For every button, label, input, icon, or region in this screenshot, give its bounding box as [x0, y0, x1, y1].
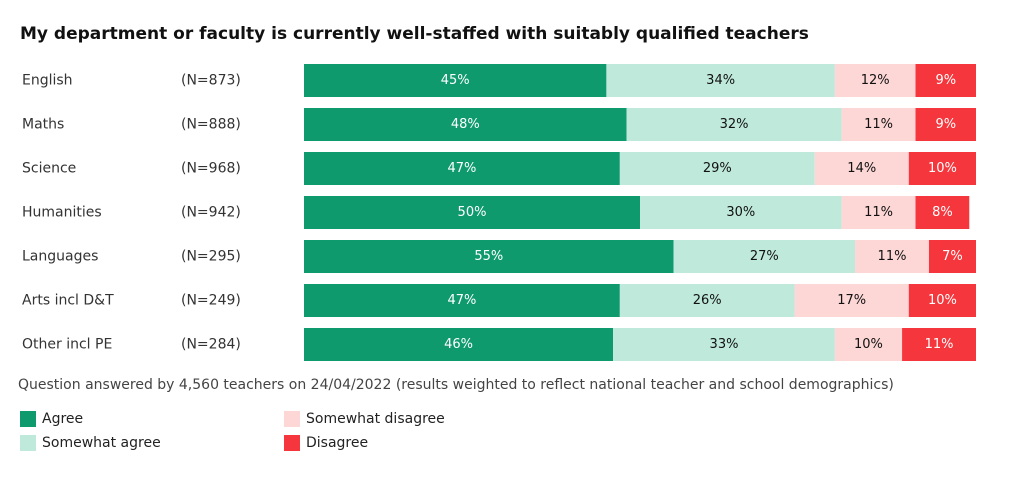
bar-segment	[902, 328, 976, 361]
value-label: 45%	[441, 73, 470, 88]
bar-segment	[673, 240, 856, 273]
value-label: 34%	[706, 73, 735, 88]
value-label: 46%	[444, 337, 473, 352]
value-label: 9%	[935, 117, 956, 132]
legend-label: Disagree	[306, 435, 368, 451]
bar-segment	[304, 196, 640, 229]
legend-label: Agree	[42, 411, 83, 427]
value-label: 26%	[693, 293, 722, 308]
value-label: 7%	[942, 249, 963, 264]
value-label: 32%	[720, 117, 749, 132]
category-label: Languages	[22, 249, 98, 265]
bar-segment	[606, 64, 835, 97]
n-label: (N=888)	[181, 117, 241, 133]
chart-title: My department or faculty is currently we…	[20, 24, 809, 44]
value-label: 50%	[458, 205, 487, 220]
bar-segment	[304, 328, 614, 361]
value-label: 47%	[447, 161, 476, 176]
bar-segment	[908, 152, 976, 185]
legend-swatch	[284, 411, 300, 427]
value-label: 30%	[726, 205, 755, 220]
bar-segment	[613, 328, 835, 361]
value-label: 11%	[864, 117, 893, 132]
value-label: 55%	[474, 249, 503, 264]
n-label: (N=284)	[181, 337, 241, 353]
value-label: 48%	[451, 117, 480, 132]
bar-segment	[908, 284, 976, 317]
category-label: Maths	[22, 117, 64, 133]
n-label: (N=968)	[181, 161, 241, 177]
bar-segment	[304, 108, 627, 141]
bar-segment	[794, 284, 909, 317]
n-label: (N=295)	[181, 249, 241, 265]
bar-segment	[619, 284, 795, 317]
value-label: 47%	[447, 293, 476, 308]
n-label: (N=249)	[181, 293, 241, 309]
category-label: English	[22, 73, 73, 89]
footnote: Question answered by 4,560 teachers on 2…	[18, 377, 894, 393]
category-label: Humanities	[22, 205, 102, 221]
bar-segment	[841, 108, 916, 141]
bar-segment	[626, 108, 842, 141]
bar-segment	[834, 328, 903, 361]
category-label: Arts incl D&T	[22, 293, 114, 309]
bar-segment	[915, 108, 976, 141]
category-label: Science	[22, 161, 76, 177]
value-label: 11%	[925, 337, 954, 352]
bar-segment	[834, 64, 916, 97]
bar-segment	[814, 152, 909, 185]
bar-segment	[304, 284, 620, 317]
n-label: (N=873)	[181, 73, 241, 89]
n-label: (N=942)	[181, 205, 241, 221]
value-label: 10%	[854, 337, 883, 352]
bar-segment	[841, 196, 916, 229]
bar-segment	[304, 152, 620, 185]
value-label: 27%	[750, 249, 779, 264]
bar-segment	[640, 196, 842, 229]
value-label: 17%	[837, 293, 866, 308]
value-label: 33%	[710, 337, 739, 352]
bar-segment	[915, 64, 976, 97]
category-label: Other incl PE	[22, 337, 112, 353]
value-label: 11%	[864, 205, 893, 220]
value-label: 9%	[935, 73, 956, 88]
value-label: 29%	[703, 161, 732, 176]
bar-segment	[855, 240, 929, 273]
value-label: 14%	[847, 161, 876, 176]
bar-segment	[928, 240, 976, 273]
value-label: 10%	[928, 293, 957, 308]
bar-segment	[619, 152, 815, 185]
legend-swatch	[20, 435, 36, 451]
legend-label: Somewhat agree	[42, 435, 161, 451]
bar-segment	[304, 240, 674, 273]
value-label: 10%	[928, 161, 957, 176]
bar-segment	[304, 64, 607, 97]
value-label: 11%	[878, 249, 907, 264]
legend-swatch	[284, 435, 300, 451]
legend-swatch	[20, 411, 36, 427]
value-label: 12%	[861, 73, 890, 88]
value-label: 8%	[932, 205, 953, 220]
legend-label: Somewhat disagree	[306, 411, 445, 427]
bar-segment	[915, 196, 970, 229]
